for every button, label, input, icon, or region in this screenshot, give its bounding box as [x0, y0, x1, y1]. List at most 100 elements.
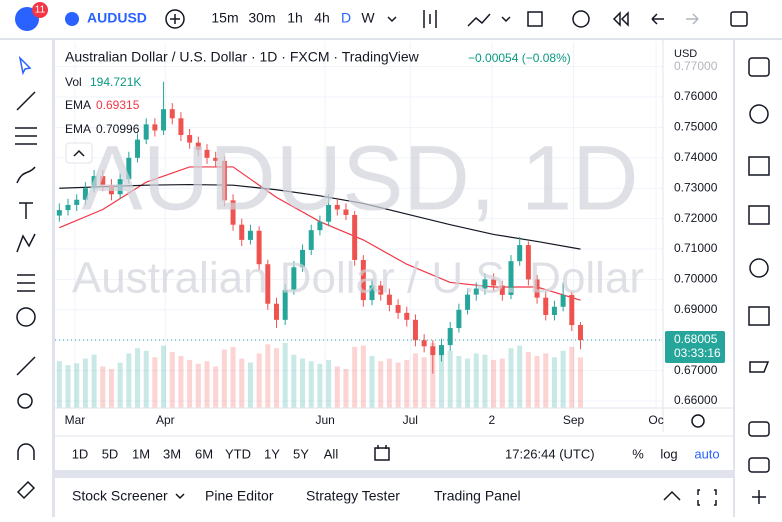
candle-body	[343, 209, 349, 215]
fullscreen[interactable]	[730, 11, 748, 27]
maximize-panel[interactable]	[663, 490, 681, 501]
interval[interactable]: D	[341, 10, 351, 26]
interval[interactable]: 30m	[248, 10, 275, 26]
candle-body	[551, 306, 557, 315]
measure-tool[interactable]	[16, 356, 36, 376]
candle-body	[187, 135, 193, 143]
alerts[interactable]	[749, 104, 769, 124]
cursor-tool[interactable]	[18, 55, 32, 76]
volume-bar	[343, 369, 349, 408]
data-window[interactable]	[748, 205, 770, 225]
alert[interactable]	[572, 10, 590, 28]
forecast-tool[interactable]	[17, 274, 35, 292]
auto-toggle[interactable]: auto	[694, 446, 719, 461]
range-bar: 1D 5D 1M 3M 6M YTD 1Y 5Y All 17:26:44 (UTC)% log au…	[72, 446, 720, 461]
screener-menu[interactable]	[175, 493, 185, 500]
range-button[interactable]: 1M	[132, 446, 150, 461]
news[interactable]	[748, 156, 770, 176]
ema-legend: EMA	[65, 122, 91, 136]
volume-bar	[143, 350, 149, 408]
candle-body	[508, 261, 514, 295]
trend-line-tool[interactable]	[16, 91, 36, 111]
volume-bar	[326, 359, 332, 408]
undo[interactable]	[651, 13, 664, 25]
indicators[interactable]	[467, 13, 491, 27]
redo[interactable]	[686, 13, 699, 25]
volume-bar	[395, 362, 401, 408]
volume-bar	[560, 350, 566, 408]
symbol[interactable]: AUDUSD	[87, 10, 147, 26]
range-button[interactable]: YTD	[225, 446, 251, 461]
calendar[interactable]	[748, 306, 770, 326]
interval[interactable]: 15m	[211, 10, 238, 26]
candle-body	[100, 176, 106, 186]
magnet-tool[interactable]	[17, 443, 35, 460]
range-button[interactable]: 1D	[72, 446, 89, 461]
log-toggle[interactable]: log	[660, 446, 677, 461]
bottom-tab[interactable]: Trading Panel	[434, 488, 521, 504]
date-range[interactable]	[374, 445, 390, 461]
watchlist[interactable]	[748, 57, 770, 77]
fib-tool[interactable]	[15, 127, 37, 145]
help[interactable]	[752, 490, 766, 504]
streams[interactable]	[748, 457, 770, 473]
volume-bar	[187, 359, 193, 408]
interval-menu[interactable]	[387, 16, 397, 23]
countdown: 03:33:16	[674, 346, 721, 360]
hotlists[interactable]	[749, 258, 769, 278]
bottom-tab[interactable]: Pine Editor	[205, 488, 274, 504]
volume-bar	[152, 357, 158, 408]
bottom-tabs: Stock Screener Pine Editor Strategy Tester…	[72, 488, 521, 504]
last-price-label: 0.68005	[674, 332, 718, 346]
candle-body	[221, 160, 227, 201]
clock[interactable]: 17:26:44 (UTC)	[505, 446, 595, 461]
ema-value: 0.70996	[96, 122, 140, 136]
range-button[interactable]: All	[324, 446, 339, 461]
x-tick-label: Oc	[648, 413, 663, 427]
add-symbol[interactable]	[165, 9, 185, 29]
eraser-tool[interactable]	[16, 480, 36, 500]
replay[interactable]	[612, 11, 629, 27]
indicators-menu[interactable]	[501, 16, 511, 23]
range-button[interactable]: 6M	[195, 446, 213, 461]
candle-body	[82, 188, 88, 200]
ideas[interactable]	[749, 361, 770, 373]
currency[interactable]: USD	[674, 48, 697, 60]
text-tool[interactable]	[19, 202, 33, 219]
range-button[interactable]: 5Y	[293, 446, 309, 461]
range-button[interactable]: 5D	[102, 446, 119, 461]
candle-body	[569, 294, 575, 326]
candle-body	[577, 325, 583, 341]
candle-body	[265, 264, 271, 304]
range-button[interactable]: 1Y	[264, 446, 280, 461]
chart-type[interactable]	[423, 10, 437, 28]
settings[interactable]	[691, 414, 705, 428]
y-tick-label: 0.73000	[674, 180, 718, 194]
layouts[interactable]	[527, 11, 543, 27]
percent-toggle[interactable]: %	[632, 446, 644, 461]
chart-title: Australian Dollar / U.S. Dollar · 1D · F…	[65, 49, 420, 65]
interval[interactable]: 1h	[287, 10, 303, 26]
bottom-tab[interactable]: Stock Screener	[72, 488, 168, 504]
volume-bar	[256, 353, 262, 408]
range-button[interactable]: 3M	[163, 446, 181, 461]
volume-bar	[135, 348, 141, 408]
candle-body	[300, 249, 306, 268]
interval[interactable]: W	[361, 10, 375, 26]
zoom-tool[interactable]	[17, 393, 33, 409]
pattern-tool[interactable]	[16, 233, 36, 253]
volume-bar	[534, 356, 540, 408]
volume-bar	[56, 361, 62, 408]
candle-body	[178, 118, 184, 136]
icon-tool[interactable]	[16, 307, 36, 327]
candle-body	[447, 328, 453, 346]
expand-panel[interactable]	[697, 489, 717, 506]
collapse-legend[interactable]	[65, 142, 93, 164]
interval[interactable]: 4h	[314, 10, 330, 26]
bottom-tab[interactable]: Strategy Tester	[306, 488, 400, 504]
volume-bar	[273, 348, 279, 408]
volume-bar	[161, 345, 167, 408]
volume-bar	[508, 348, 514, 408]
brush-tool[interactable]	[16, 166, 36, 184]
chats[interactable]	[748, 421, 770, 437]
